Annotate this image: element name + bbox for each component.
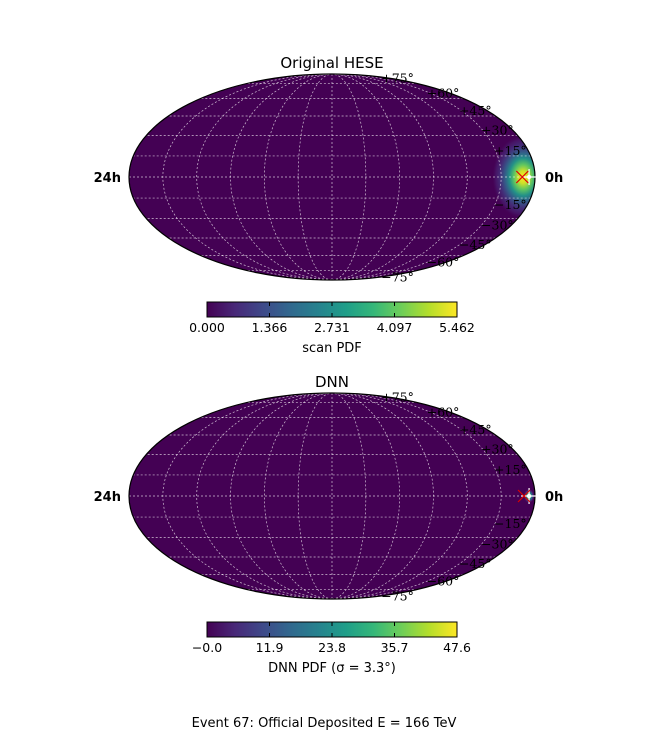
colorbar-tick-label: 23.8 <box>318 640 346 655</box>
meridian-line <box>331 393 468 599</box>
latitude-tick-label: −15° <box>494 516 527 531</box>
ra-label-left: 24h <box>94 171 121 186</box>
sky-map-background <box>129 393 535 599</box>
colorbar-tick-label: 2.731 <box>314 320 350 335</box>
panel-title: DNN <box>315 373 349 391</box>
sky-map-panel-2: DNN+75°+60°+45°+30°+15°−15°−30°−45°−60°−… <box>94 373 564 676</box>
latitude-tick-label: −30° <box>481 218 514 233</box>
latitude-tick-label: +15° <box>494 462 527 477</box>
latitude-tick-label: +60° <box>427 404 460 419</box>
ra-label-right: 0h <box>545 171 563 186</box>
latitude-tick-label: +60° <box>427 85 460 100</box>
graticule <box>129 74 535 280</box>
latitude-tick-label: +75° <box>381 390 414 405</box>
colorbar-tick-label: 1.366 <box>252 320 288 335</box>
latitude-tick-label: −60° <box>427 255 460 270</box>
latitude-tick-label: +75° <box>381 71 414 86</box>
colorbar-tick-label: 35.7 <box>381 640 409 655</box>
ra-label-right: 0h <box>545 490 563 505</box>
latitude-tick-label: −75° <box>381 588 414 603</box>
latitude-tick-label: +45° <box>459 422 492 437</box>
graticule <box>129 393 535 599</box>
ra-label-left: 24h <box>94 490 121 505</box>
colorbar-tick-label: 4.097 <box>377 320 413 335</box>
meridian-line <box>196 393 333 599</box>
latitude-tick-label: −30° <box>481 537 514 552</box>
colorbar: −0.0 11.9 23.8 35.7 47.6 DNN PDF (σ = 3.3°) <box>192 621 471 676</box>
colorbar-label: DNN PDF (σ = 3.3°) <box>268 661 396 676</box>
colorbar-label: scan PDF <box>302 341 362 356</box>
colorbar-tick-label: 11.9 <box>256 640 284 655</box>
colorbar-tick-label: 0.000 <box>189 320 225 335</box>
latitude-tick-label: −15° <box>494 197 527 212</box>
colorbar-tick-label: 5.462 <box>439 320 475 335</box>
latitude-tick-label: −45° <box>459 556 492 571</box>
colorbar: 0.000 1.366 2.731 4.097 5.462 scan PDF <box>189 301 475 356</box>
colorbar-tick-label: 47.6 <box>443 640 471 655</box>
latitude-tick-label: +45° <box>459 103 492 118</box>
sky-map-panel-1: Original HESE+75° +60° +45° +30° +15° −15° −30… <box>94 54 564 356</box>
meridian-line <box>196 74 333 280</box>
reco-direction-x-marker <box>515 170 529 184</box>
latitude-tick-label: +30° <box>481 122 514 137</box>
figure-caption: Event 67: Official Deposited E = 166 TeV <box>191 716 457 731</box>
latitude-tick-label: −45° <box>459 237 492 252</box>
colorbar-tick-label: −0.0 <box>192 640 222 655</box>
panel-title: Original HESE <box>280 54 383 72</box>
latitude-tick-label: −60° <box>427 574 460 589</box>
true-direction-star-marker <box>521 169 538 185</box>
sky-map-background <box>129 74 535 280</box>
latitude-tick-label: −75° <box>381 269 414 284</box>
latitude-tick-label: +30° <box>481 441 514 456</box>
latitude-tick-label: +15° <box>494 143 527 158</box>
meridian-line <box>331 74 468 280</box>
reco-direction-x-marker <box>517 489 531 503</box>
